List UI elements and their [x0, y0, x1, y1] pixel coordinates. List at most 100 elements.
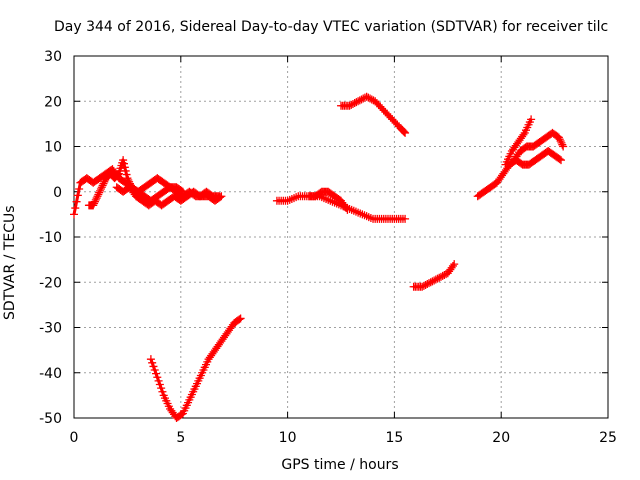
y-tick-label: 0	[53, 185, 62, 201]
x-tick-label: 20	[492, 430, 510, 446]
data-point	[158, 387, 167, 396]
x-tick-label: 10	[279, 430, 297, 446]
y-tick-label: 10	[44, 140, 62, 156]
data-point	[426, 278, 435, 287]
data-point	[177, 186, 186, 195]
data-point	[119, 156, 128, 165]
data-point	[436, 272, 445, 281]
data-points	[70, 92, 568, 422]
data-point	[371, 97, 380, 106]
data-point	[401, 128, 410, 137]
data-point	[374, 100, 383, 109]
data-point	[448, 261, 457, 270]
data-point	[343, 205, 352, 214]
x-tick-label: 5	[176, 430, 185, 446]
data-point	[236, 314, 245, 323]
x-tick-label: 15	[385, 430, 403, 446]
data-point	[154, 376, 163, 385]
data-point	[90, 199, 99, 208]
data-point	[419, 281, 428, 290]
data-point	[149, 362, 158, 371]
y-tick-label: -10	[39, 230, 62, 246]
data-point	[120, 163, 129, 172]
grid-lines	[74, 56, 608, 418]
data-point	[557, 138, 566, 147]
data-point	[556, 137, 565, 146]
data-point	[72, 197, 81, 206]
data-point	[364, 93, 373, 102]
y-tick-label: -20	[39, 275, 62, 291]
y-tick-label: -40	[39, 366, 62, 382]
data-point	[96, 185, 105, 194]
data-point	[367, 95, 376, 104]
data-point	[94, 190, 103, 199]
data-point	[113, 171, 122, 180]
data-point	[450, 260, 459, 269]
data-point	[428, 277, 437, 286]
series-trace-h	[409, 260, 459, 291]
series-trace-f	[304, 187, 352, 214]
data-point	[423, 280, 432, 289]
data-point	[381, 108, 390, 117]
data-point	[235, 315, 244, 324]
y-tick-label: 20	[44, 94, 62, 110]
data-point	[378, 104, 387, 113]
data-point	[98, 181, 107, 190]
x-tick-label: 25	[599, 430, 617, 446]
data-point	[92, 194, 101, 203]
data-point	[527, 115, 536, 124]
data-point	[386, 113, 395, 122]
data-point	[400, 128, 409, 137]
data-point	[178, 187, 187, 196]
data-point	[379, 106, 388, 115]
data-point	[122, 170, 131, 179]
data-point	[93, 192, 102, 201]
data-point	[215, 192, 224, 201]
data-point	[383, 109, 392, 118]
data-point	[89, 201, 98, 210]
data-point	[345, 101, 354, 110]
data-point	[362, 92, 371, 101]
data-point	[554, 133, 563, 142]
series-trace-i	[473, 147, 566, 201]
data-point	[347, 100, 356, 109]
data-point	[431, 275, 440, 284]
data-point	[114, 170, 123, 179]
data-point	[96, 186, 105, 195]
data-point	[70, 210, 78, 219]
data-point	[157, 384, 166, 393]
data-point	[71, 204, 80, 213]
data-point	[399, 127, 408, 136]
y-tick-label: -50	[39, 411, 62, 427]
data-point	[91, 195, 100, 204]
data-point	[153, 373, 162, 382]
data-point	[354, 97, 363, 106]
series-trace-c	[112, 183, 224, 210]
data-point	[359, 94, 368, 103]
y-tick-label: 30	[44, 49, 62, 65]
data-point	[73, 191, 82, 200]
data-point	[90, 197, 99, 206]
data-point	[152, 369, 161, 378]
data-point	[555, 155, 564, 164]
y-tick-label: -30	[39, 321, 62, 337]
data-point	[355, 96, 364, 105]
data-point	[350, 99, 359, 108]
data-point	[425, 279, 434, 288]
data-point	[348, 99, 357, 108]
series-trace-j	[501, 115, 536, 169]
data-point	[438, 271, 447, 280]
data-point	[123, 174, 132, 183]
x-axis-label: GPS time / hours	[281, 457, 399, 473]
series-trace-k	[510, 128, 568, 165]
data-point	[388, 115, 397, 124]
data-point	[389, 117, 398, 126]
tick-labels: 0 5 10 15 20 25 -50 -40 -30 -20 -10 0 10 20 30	[39, 49, 617, 446]
data-point	[100, 177, 109, 186]
data-point	[421, 280, 430, 289]
data-point	[148, 358, 157, 367]
data-point	[95, 188, 104, 197]
data-point	[555, 135, 564, 144]
data-point	[559, 142, 568, 151]
x-tick-label: 0	[70, 430, 79, 446]
